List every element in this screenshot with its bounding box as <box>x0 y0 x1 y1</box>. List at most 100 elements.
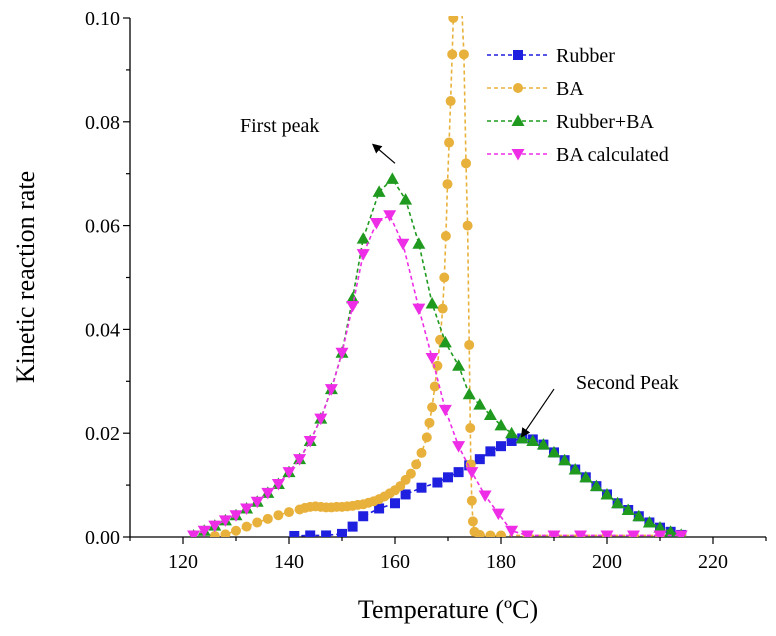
y-tick-label: 0.02 <box>85 423 120 445</box>
x-tick-label: 200 <box>592 551 622 573</box>
data-point-rubber <box>390 498 400 509</box>
x-axis-title: Temperature (ºC) <box>358 595 538 624</box>
data-point-ba <box>464 339 475 350</box>
x-tick-labels: 120 140 160 180 200 220 <box>168 551 728 573</box>
data-point-rubber-ba <box>473 398 487 410</box>
data-point-ba <box>440 230 451 241</box>
data-point-rubber-ba <box>425 296 439 309</box>
data-point-ba-calculated <box>574 530 587 537</box>
data-point-rubber-ba <box>438 335 452 348</box>
data-point-ba-calculated <box>314 413 328 426</box>
data-point-ba <box>439 272 450 283</box>
data-point-ba <box>424 417 435 428</box>
legend-marker-rubber <box>513 50 523 60</box>
data-point-ba-calculated <box>383 210 397 222</box>
data-point-rubber-ba <box>664 525 678 537</box>
data-point-ba <box>496 530 506 537</box>
data-point-ba <box>474 529 485 537</box>
series-ba-calculated <box>187 210 688 537</box>
data-point-ba <box>421 432 432 443</box>
data-point-rubber-ba <box>452 359 466 371</box>
data-point-ba-calculated <box>600 530 614 537</box>
legend-marker-ba <box>513 83 523 93</box>
data-point-rubber <box>305 530 316 537</box>
data-point-ba <box>209 530 220 537</box>
data-point-ba <box>437 303 448 314</box>
data-point-ba <box>231 525 241 536</box>
data-point-ba-calculated <box>293 454 307 466</box>
data-point-rubber-ba <box>356 232 370 244</box>
data-point-ba <box>252 517 263 528</box>
data-point-rubber-ba <box>632 509 646 522</box>
data-point-rubber-ba <box>547 445 561 458</box>
data-point-ba-calculated <box>261 487 275 500</box>
data-point-ba <box>445 96 456 107</box>
data-point-ba <box>220 529 231 537</box>
data-point-rubber-ba <box>505 426 519 439</box>
x-tick-label: 140 <box>274 551 304 573</box>
x-tick-label: 180 <box>486 551 516 573</box>
data-point-ba-calculated <box>674 530 688 537</box>
data-point-rubber-ba <box>372 185 386 197</box>
data-point-rubber-ba <box>579 470 593 483</box>
data-point-rubber <box>453 467 464 478</box>
x-tick-label: 120 <box>168 551 198 573</box>
data-point-rubber-ba <box>483 408 497 421</box>
data-point-ba-calculated <box>346 301 360 313</box>
data-point-ba-calculated <box>396 238 410 251</box>
axis-ticks <box>123 17 767 544</box>
data-point-ba-calculated <box>491 508 505 521</box>
data-point-ba-calculated <box>465 467 479 479</box>
data-point-ba <box>466 495 477 506</box>
series-layer <box>187 16 688 537</box>
data-point-rubber <box>289 530 300 537</box>
series-line-ba <box>214 16 682 537</box>
data-point-rubber-ba <box>611 496 625 509</box>
data-point-rubber-ba <box>600 487 614 500</box>
data-point-ba-calculated <box>271 479 285 491</box>
y-axis-title: Kinetic reaction rate <box>11 171 40 383</box>
data-point-rubber <box>432 477 443 488</box>
series-ba <box>209 16 687 537</box>
data-point-rubber-ba <box>399 193 413 205</box>
data-point-ba-calculated <box>438 404 452 417</box>
data-point-ba-calculated <box>653 530 667 537</box>
data-point-ba-calculated <box>229 510 243 522</box>
data-point-ba-calculated <box>521 530 534 537</box>
y-tick-label: 0.10 <box>85 8 120 30</box>
data-point-rubber-ba <box>346 291 360 304</box>
data-point-ba <box>273 510 284 521</box>
data-point-rubber-ba <box>462 387 476 400</box>
data-point-rubber <box>347 521 358 532</box>
data-point-ba <box>458 49 469 60</box>
legend: Rubber BA Rubber+BA BA calculated <box>487 45 669 166</box>
data-point-rubber <box>337 528 347 537</box>
data-point-rubber <box>443 472 453 483</box>
data-point-ba-calculated <box>324 384 338 396</box>
data-point-ba <box>465 423 476 434</box>
data-point-rubber <box>400 489 411 500</box>
data-point-ba-calculated <box>187 530 201 537</box>
data-point-rubber <box>506 435 517 446</box>
data-point-ba <box>461 158 472 169</box>
data-point-rubber-ba <box>642 515 656 528</box>
data-point-ba-calculated <box>505 525 519 537</box>
data-point-rubber <box>358 511 369 522</box>
data-point-rubber-ba <box>526 434 540 446</box>
data-point-ba <box>462 220 473 231</box>
data-point-rubber-ba <box>568 463 582 475</box>
legend-marker-ba-calculated <box>511 149 525 161</box>
data-point-ba-calculated <box>218 515 232 527</box>
data-point-rubber-ba <box>589 479 603 492</box>
data-point-ba <box>241 521 252 532</box>
data-point-ba-calculated <box>425 352 439 365</box>
series-rubber <box>289 433 687 537</box>
data-point-ba <box>448 16 459 23</box>
legend-label-rubber-ba: Rubber+BA <box>556 111 654 133</box>
data-point-ba-calculated <box>250 496 264 509</box>
data-point-ba-calculated <box>627 530 640 537</box>
data-point-ba-calculated <box>412 303 426 316</box>
data-point-rubber <box>496 441 506 452</box>
y-tick-label: 0.06 <box>85 216 120 238</box>
